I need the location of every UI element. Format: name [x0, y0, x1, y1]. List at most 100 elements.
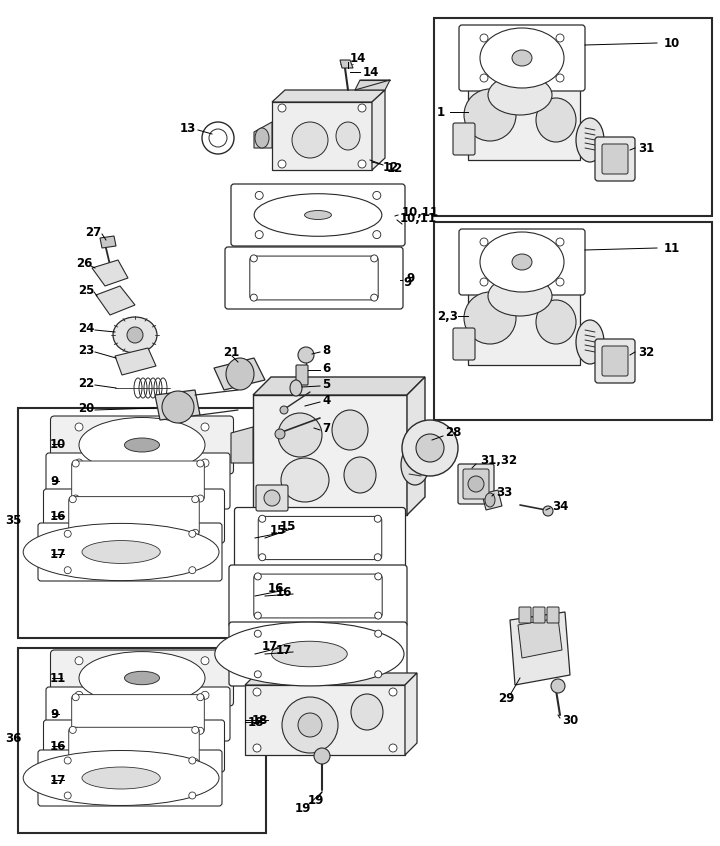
Text: 32: 32 — [638, 345, 654, 359]
Circle shape — [280, 406, 288, 414]
Ellipse shape — [127, 327, 143, 343]
Ellipse shape — [512, 50, 532, 66]
Ellipse shape — [401, 445, 429, 485]
Ellipse shape — [290, 380, 302, 396]
Text: 2,3: 2,3 — [437, 310, 458, 322]
FancyBboxPatch shape — [602, 144, 628, 174]
Circle shape — [251, 255, 257, 262]
Circle shape — [64, 530, 71, 537]
Bar — [434, 222, 712, 420]
Text: 17: 17 — [276, 644, 292, 656]
Ellipse shape — [536, 300, 576, 344]
FancyBboxPatch shape — [296, 365, 308, 385]
Polygon shape — [468, 262, 580, 365]
Ellipse shape — [215, 622, 404, 686]
FancyBboxPatch shape — [38, 750, 222, 806]
FancyBboxPatch shape — [50, 650, 233, 706]
Polygon shape — [245, 673, 417, 685]
Ellipse shape — [23, 524, 219, 580]
Text: 10,11: 10,11 — [402, 206, 439, 218]
Polygon shape — [115, 348, 156, 375]
Circle shape — [75, 423, 83, 431]
Text: 16: 16 — [276, 585, 292, 598]
Circle shape — [189, 567, 196, 574]
Text: 36: 36 — [5, 732, 22, 744]
Text: 5: 5 — [322, 377, 330, 391]
Ellipse shape — [305, 211, 331, 219]
Text: 11: 11 — [50, 672, 66, 684]
Ellipse shape — [125, 438, 160, 452]
Text: 13: 13 — [180, 122, 197, 135]
Polygon shape — [482, 490, 502, 510]
FancyBboxPatch shape — [458, 464, 494, 504]
Circle shape — [253, 688, 261, 696]
Circle shape — [254, 613, 261, 619]
Polygon shape — [340, 60, 353, 68]
FancyBboxPatch shape — [602, 346, 628, 376]
Circle shape — [371, 294, 378, 301]
Text: 19: 19 — [308, 794, 325, 806]
Circle shape — [72, 728, 79, 734]
Ellipse shape — [79, 651, 205, 705]
Circle shape — [556, 34, 564, 42]
FancyBboxPatch shape — [72, 461, 204, 501]
Circle shape — [253, 744, 261, 752]
Circle shape — [373, 231, 381, 239]
Text: 12: 12 — [383, 161, 400, 173]
Circle shape — [255, 231, 264, 239]
FancyBboxPatch shape — [256, 485, 288, 511]
Polygon shape — [272, 102, 372, 170]
Circle shape — [278, 160, 286, 168]
Polygon shape — [245, 685, 405, 755]
Ellipse shape — [162, 391, 194, 423]
Ellipse shape — [254, 194, 382, 236]
Circle shape — [278, 104, 286, 112]
FancyBboxPatch shape — [258, 516, 382, 559]
Text: 16: 16 — [50, 509, 66, 523]
Text: 34: 34 — [552, 499, 568, 513]
Ellipse shape — [209, 129, 227, 147]
Text: 1: 1 — [437, 106, 445, 118]
FancyBboxPatch shape — [459, 229, 585, 295]
Polygon shape — [372, 90, 385, 170]
Bar — [18, 648, 266, 833]
Ellipse shape — [271, 641, 347, 667]
Polygon shape — [92, 260, 128, 286]
Ellipse shape — [416, 434, 444, 462]
Circle shape — [556, 74, 564, 82]
Circle shape — [298, 347, 314, 363]
Circle shape — [556, 238, 564, 246]
Circle shape — [480, 278, 488, 286]
Bar — [18, 408, 266, 638]
Ellipse shape — [282, 697, 338, 753]
Text: 12: 12 — [387, 162, 403, 174]
Circle shape — [69, 496, 76, 503]
Text: 35: 35 — [5, 514, 22, 526]
FancyBboxPatch shape — [68, 728, 199, 765]
Circle shape — [373, 191, 381, 200]
Text: 27: 27 — [85, 226, 102, 239]
Ellipse shape — [226, 358, 254, 390]
Ellipse shape — [125, 671, 160, 684]
Circle shape — [258, 554, 266, 561]
Circle shape — [75, 691, 83, 700]
Circle shape — [480, 74, 488, 82]
Text: 21: 21 — [223, 345, 239, 359]
Ellipse shape — [464, 89, 516, 141]
Text: 22: 22 — [78, 376, 94, 389]
Ellipse shape — [281, 458, 329, 502]
Text: 25: 25 — [78, 283, 94, 296]
Circle shape — [197, 694, 204, 700]
FancyBboxPatch shape — [250, 256, 378, 300]
Polygon shape — [155, 390, 200, 420]
Circle shape — [75, 459, 83, 467]
FancyBboxPatch shape — [459, 25, 585, 91]
Circle shape — [72, 460, 79, 467]
Circle shape — [551, 679, 565, 693]
Circle shape — [75, 656, 83, 665]
Polygon shape — [214, 358, 265, 390]
Circle shape — [64, 757, 71, 764]
FancyBboxPatch shape — [595, 137, 635, 181]
Text: 10: 10 — [50, 437, 66, 451]
Ellipse shape — [113, 317, 157, 353]
